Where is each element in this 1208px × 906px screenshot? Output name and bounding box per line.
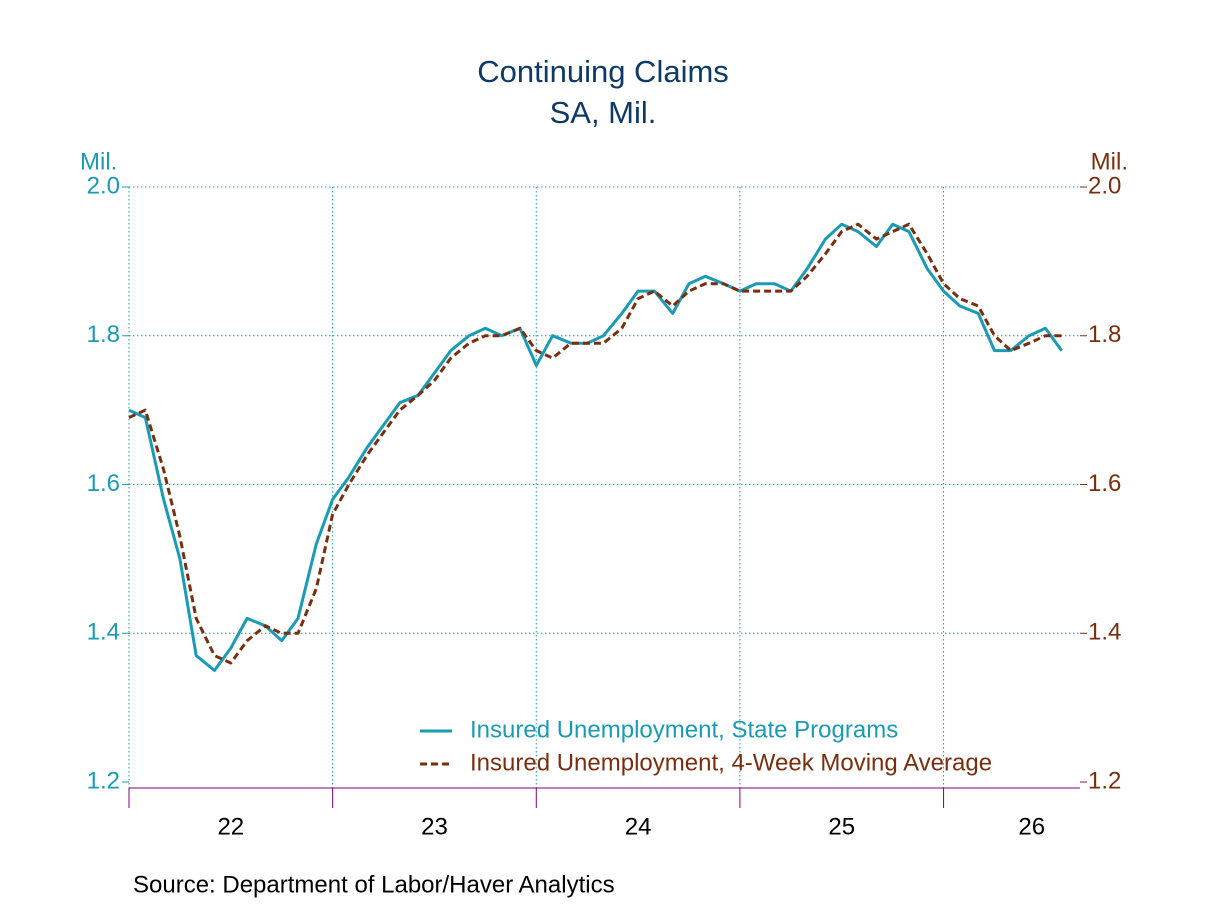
chart-title: Continuing Claims	[477, 54, 729, 89]
y-tick-label: 1.2	[87, 767, 120, 794]
y-tick-label: 1.4	[87, 619, 120, 646]
x-tick-label: 25	[828, 813, 855, 840]
y2-axis-label: Mil.	[1091, 148, 1128, 175]
x-tick-label: 23	[421, 813, 448, 840]
y2-tick-label: 1.6	[1088, 470, 1121, 497]
chart-subtitle: SA, Mil.	[550, 95, 657, 130]
legend-label: Insured Unemployment, 4-Week Moving Aver…	[470, 749, 992, 776]
series-line	[128, 222, 1063, 672]
y-tick-label: 1.6	[87, 470, 120, 497]
y2-tick-label: 2.0	[1088, 172, 1121, 199]
source-note: Source: Department of Labor/Haver Analyt…	[133, 871, 615, 898]
x-tick-label: 24	[625, 813, 652, 840]
y-axis-label: Mil.	[80, 148, 117, 175]
x-tick-label: 22	[217, 813, 244, 840]
y2-tick-label: 1.2	[1088, 767, 1121, 794]
y2-tick-label: 1.4	[1088, 619, 1121, 646]
x-tick-label: 26	[1018, 813, 1045, 840]
series-line	[128, 222, 1062, 665]
legend-label: Insured Unemployment, State Programs	[470, 716, 898, 743]
y-tick-label: 1.8	[87, 321, 120, 348]
y-tick-label: 2.0	[87, 172, 120, 199]
y2-tick-label: 1.8	[1088, 321, 1121, 348]
